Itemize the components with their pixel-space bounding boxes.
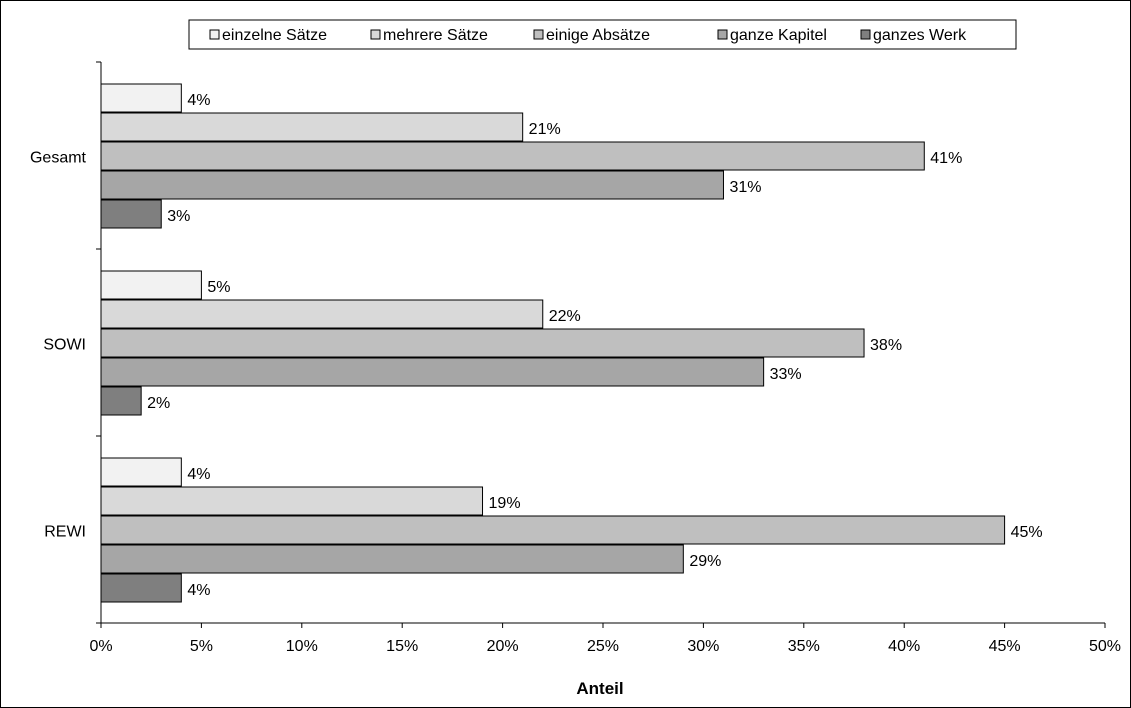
x-tick-label: 45% bbox=[989, 638, 1021, 655]
category-label: SOWI bbox=[43, 337, 86, 354]
x-tick-label: 25% bbox=[587, 638, 619, 655]
bar bbox=[100, 83, 182, 113]
bar-value-label: 4% bbox=[187, 466, 210, 483]
bar bbox=[100, 386, 142, 416]
legend-swatch bbox=[209, 29, 220, 40]
x-tick-label: 15% bbox=[386, 638, 418, 655]
bar-value-label: 19% bbox=[489, 495, 521, 512]
x-tick-label: 20% bbox=[487, 638, 519, 655]
legend-swatch bbox=[717, 29, 728, 40]
legend-box bbox=[188, 19, 1017, 50]
bar bbox=[100, 170, 724, 200]
bar-value-label: 3% bbox=[167, 208, 190, 225]
legend-entry: ganzes Werk bbox=[873, 27, 967, 44]
x-tick-label: 30% bbox=[687, 638, 719, 655]
bar bbox=[100, 270, 202, 300]
bar-value-label: 5% bbox=[207, 279, 230, 296]
bar-value-label: 29% bbox=[689, 553, 721, 570]
x-tick-label: 0% bbox=[89, 638, 112, 655]
x-tick-label: 10% bbox=[286, 638, 318, 655]
bar bbox=[100, 544, 684, 574]
x-tick-label: 50% bbox=[1089, 638, 1121, 655]
bar-value-label: 4% bbox=[187, 92, 210, 109]
bar bbox=[100, 515, 1006, 545]
bar-value-label: 22% bbox=[549, 308, 581, 325]
category-label: REWI bbox=[44, 524, 86, 541]
bar-value-label: 45% bbox=[1011, 524, 1043, 541]
legend-entry: einige Absätze bbox=[546, 27, 650, 44]
legend-entry: ganze Kapitel bbox=[730, 27, 827, 44]
bar-value-label: 41% bbox=[930, 150, 962, 167]
x-tick-label: 40% bbox=[888, 638, 920, 655]
bar-value-label: 4% bbox=[187, 582, 210, 599]
legend-swatch bbox=[370, 29, 381, 40]
legend-swatch bbox=[533, 29, 544, 40]
legend-entry: mehrere Sätze bbox=[383, 27, 488, 44]
bar bbox=[100, 457, 182, 487]
bar bbox=[100, 112, 524, 142]
legend-swatch bbox=[860, 29, 871, 40]
bar-value-label: 21% bbox=[529, 121, 561, 138]
bar-value-label: 31% bbox=[729, 179, 761, 196]
bar-value-label: 2% bbox=[147, 395, 170, 412]
bar bbox=[100, 199, 162, 229]
bar-value-label: 38% bbox=[870, 337, 902, 354]
x-tick-label: 35% bbox=[788, 638, 820, 655]
bar bbox=[100, 328, 865, 358]
legend-entry: einzelne Sätze bbox=[222, 27, 327, 44]
bar bbox=[100, 573, 182, 603]
legend: einzelne Sätze mehrere Sätze einige Absätz… bbox=[188, 19, 1017, 50]
bars: Gesamt 4% 21% 41% 31% 3% SOWI 5% 22% 38% 33% 2% REWI… bbox=[30, 83, 1043, 603]
category-label: Gesamt bbox=[30, 150, 87, 167]
x-tick-label: 5% bbox=[190, 638, 213, 655]
bar bbox=[100, 299, 544, 329]
bar bbox=[100, 357, 765, 387]
bar bbox=[100, 486, 484, 516]
bar-value-label: 33% bbox=[770, 366, 802, 383]
x-axis-title: Anteil bbox=[576, 679, 623, 698]
bar bbox=[100, 141, 925, 171]
axes: 0% 5% 10% 15% 20% 25% 30% 35% 40% 45% 50% bbox=[89, 61, 1121, 655]
